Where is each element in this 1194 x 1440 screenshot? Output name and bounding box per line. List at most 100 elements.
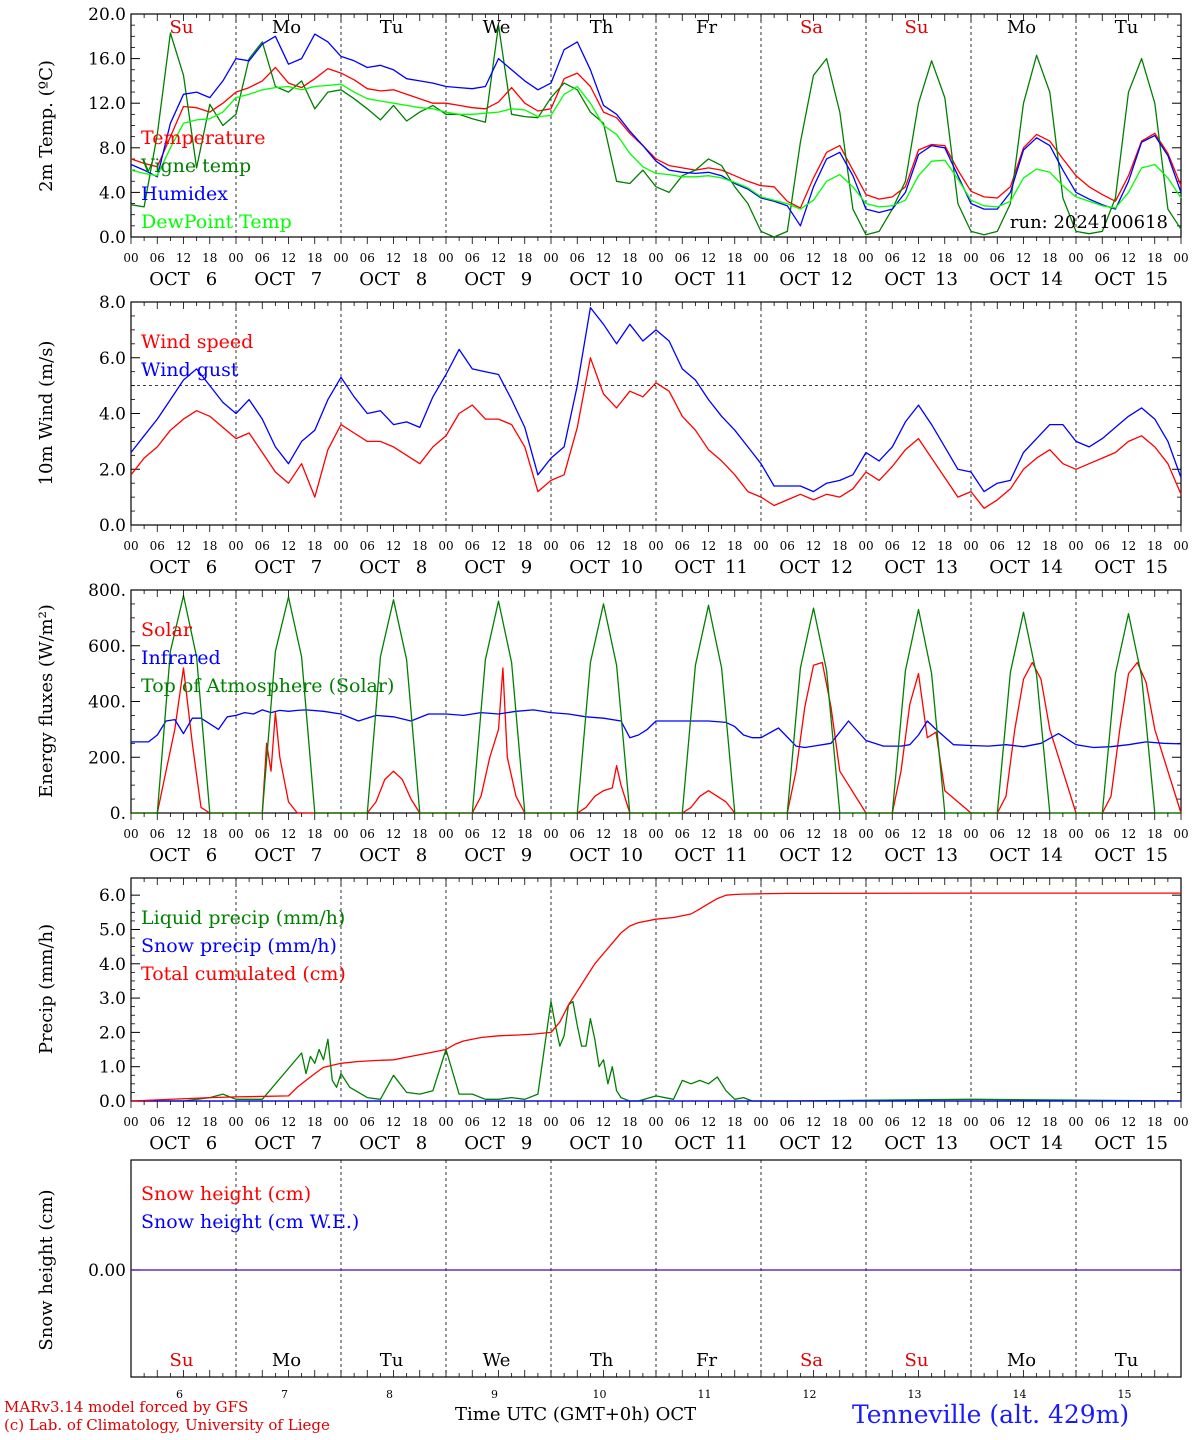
hour-tick-label: 00 [438,1115,453,1129]
day-number-label: 12 [803,1388,817,1401]
day-label: 9 [521,269,532,290]
month-label: OCT [884,269,925,290]
day-label: 6 [206,269,217,290]
month-label: OCT [464,557,505,578]
month-label: OCT [989,557,1030,578]
month-label: OCT [674,845,715,866]
hour-tick-label: 00 [1068,539,1083,553]
month-label: OCT [569,557,610,578]
month-label: OCT [779,557,820,578]
day-label: 14 [1040,557,1063,578]
hour-tick-label: 00 [123,251,138,265]
hour-tick-label: 12 [281,827,296,841]
weekday-label: Th [590,17,614,38]
model-label: MARv3.14 model forced by GFS [4,1398,249,1416]
month-label: OCT [254,845,295,866]
hour-tick-label: 00 [753,251,768,265]
hour-tick-label: 12 [911,827,926,841]
month-label: OCT [989,845,1030,866]
month-label: OCT [884,1133,925,1154]
day-label: 9 [521,1133,532,1154]
day-label: 14 [1040,845,1063,866]
series-line-wind-wind-speed [130,357,1182,509]
hour-tick-label: 06 [150,827,165,841]
hour-tick-label: 12 [1016,251,1031,265]
hour-tick-label: 18 [832,539,847,553]
day-label: 7 [311,557,322,578]
month-label: OCT [1094,557,1135,578]
y-tick-label: 20.0 [88,5,126,25]
hour-tick-label: 06 [360,539,375,553]
month-label: OCT [254,269,295,290]
day-label: 6 [206,845,217,866]
day-label: 12 [830,845,853,866]
month-label: OCT [149,557,190,578]
weekday-label: Mo [1007,17,1036,38]
legend-entry: Temperature [141,127,265,149]
lab-credit: (c) Lab. of Climatology, University of L… [4,1416,330,1434]
hour-tick-label: 06 [990,251,1005,265]
hour-tick-label: 00 [228,251,243,265]
day-label: 8 [416,557,427,578]
hour-tick-label: 00 [438,539,453,553]
hour-tick-label: 18 [937,251,952,265]
hour-tick-label: 18 [727,539,742,553]
weekday-label: Tu [1115,1350,1139,1371]
hour-tick-label: 18 [727,251,742,265]
day-label: 7 [311,269,322,290]
hour-tick-label: 12 [1121,827,1136,841]
hour-tick-label: 18 [517,1115,532,1129]
legend-entry: Solar [141,619,193,641]
hour-tick-label: 18 [202,539,217,553]
weekday-label: Fr [696,17,717,38]
x-axis-label: Time UTC (GMT+0h) OCT [455,1404,696,1425]
hour-tick-label: 18 [412,251,427,265]
hour-tick-label: 18 [412,827,427,841]
month-label: OCT [569,845,610,866]
legend-entry: Vigne temp [140,155,251,177]
hour-tick-label: 18 [307,827,322,841]
day-label: 13 [935,1133,958,1154]
hour-tick-label: 12 [596,1115,611,1129]
month-label: OCT [674,557,715,578]
month-label: OCT [569,269,610,290]
y-tick-label: 5.0 [99,920,126,940]
hour-tick-label: 06 [465,827,480,841]
weekday-label: We [483,1350,511,1371]
day-label: 10 [620,557,643,578]
y-tick-label: 6.0 [99,886,126,906]
month-label: OCT [779,1133,820,1154]
hour-tick-label: 00 [963,827,978,841]
hour-tick-label: 12 [386,251,401,265]
hour-tick-label: 00 [963,539,978,553]
legend-entry: DewPoint Temp [141,211,292,233]
y-tick-label: 3.0 [99,989,126,1009]
hour-tick-label: 00 [438,251,453,265]
hour-tick-label: 12 [701,251,716,265]
hour-tick-label: 06 [1095,827,1110,841]
legend-entry: Humidex [141,183,228,205]
y-tick-label: 600. [88,637,126,657]
hour-tick-label: 00 [123,539,138,553]
hour-tick-label: 06 [780,539,795,553]
weekday-label: Mo [272,1350,301,1371]
hour-tick-label: 12 [491,827,506,841]
day-label: 6 [206,1133,217,1154]
hour-tick-label: 18 [832,251,847,265]
series-line-wind-wind-gust [130,306,1182,493]
y-tick-label: 0.00 [88,1261,126,1281]
hour-tick-label: 12 [1016,1115,1031,1129]
y-tick-label: 400. [88,693,126,713]
day-label: 7 [311,845,322,866]
hour-tick-label: 18 [202,827,217,841]
hour-tick-label: 12 [911,539,926,553]
panel-snow: Snow height (cm) 0.00 Snow height (cm) Snow… [36,1159,1182,1401]
hour-tick-label: 06 [570,1115,585,1129]
day-label: 11 [725,845,748,866]
hour-tick-label: 00 [1068,251,1083,265]
y-tick-label: 0.0 [99,516,126,536]
hour-tick-label: 06 [990,827,1005,841]
y-tick-label: 8.0 [99,139,126,159]
hour-tick-label: 18 [202,251,217,265]
